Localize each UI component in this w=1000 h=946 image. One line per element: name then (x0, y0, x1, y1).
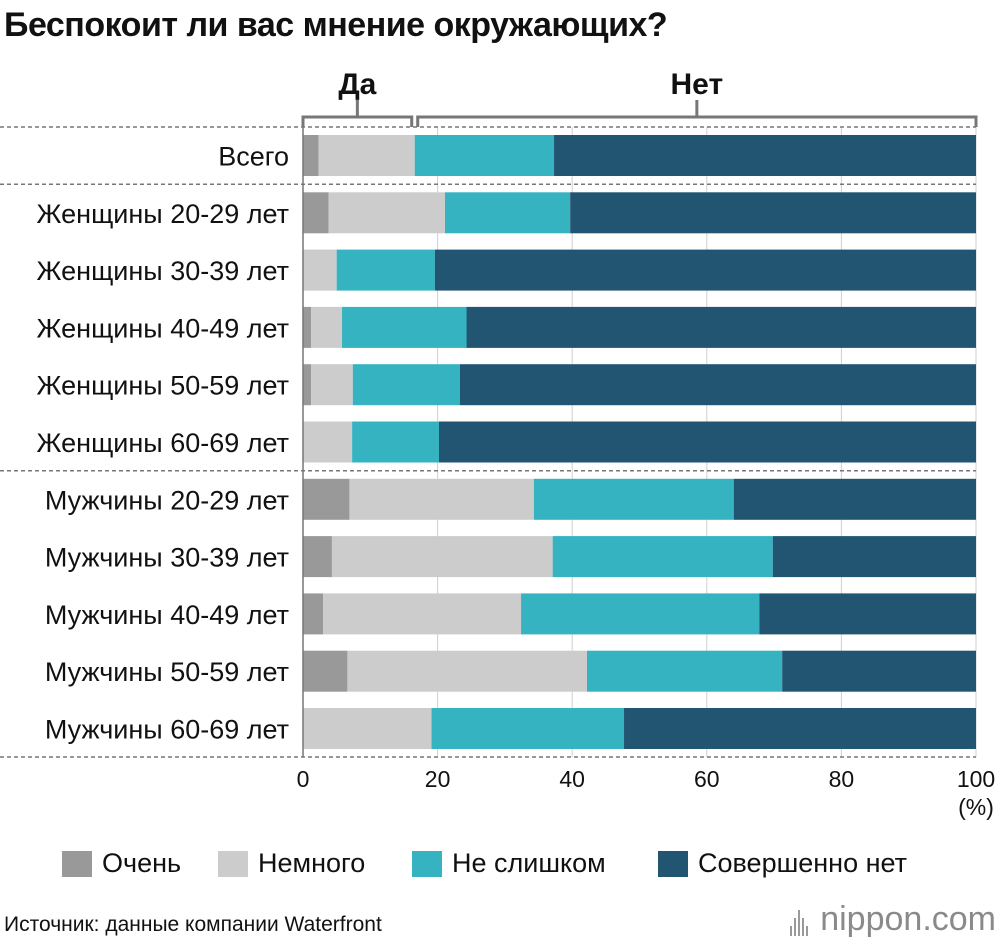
logo-name: nippon (820, 900, 923, 938)
category-label-5: Женщины 60-69 лет (37, 428, 289, 458)
bar-совершенно-нет-9 (782, 650, 976, 692)
bar-немного-8 (323, 593, 522, 635)
x-unit-label: (%) (958, 794, 994, 820)
legend-label-nemnogo: Немного (258, 848, 366, 878)
legend-label-sovershenno-net: Совершенно нет (698, 848, 907, 878)
legend-item-ochen: Очень (62, 848, 181, 879)
x-tick-label-80: 80 (829, 766, 855, 792)
legend-swatch-ne-slishkom (412, 850, 442, 877)
bar-совершенно-нет-0 (554, 135, 976, 176)
bar-очень-3 (303, 306, 312, 348)
bar-не-слишком-9 (587, 650, 783, 692)
category-label-1: Женщины 20-29 лет (37, 199, 289, 229)
x-tick-label-60: 60 (694, 766, 720, 792)
category-label-0: Всего (218, 142, 289, 172)
bar-совершенно-нет-10 (624, 708, 976, 749)
bar-не-слишком-7 (552, 536, 773, 578)
bar-совершенно-нет-7 (772, 536, 976, 578)
chart-title: Беспокоит ли вас мнение окружающих? (4, 6, 668, 44)
bar-очень-1 (303, 192, 329, 234)
bar-немного-1 (328, 192, 446, 234)
stacked-bar-chart: Всего Женщины 20-29 лет Женщины 30-39 лет Ж… (0, 68, 995, 820)
category-label-7: Мужчины 30-39 лет (45, 543, 289, 573)
bar-немного-2 (303, 249, 337, 291)
category-label-8: Мужчины 40-49 лет (45, 600, 289, 630)
bar-не-слишком-8 (521, 593, 760, 635)
legend-swatch-nemnogo (218, 850, 248, 877)
bar-очень-4 (303, 364, 312, 406)
bar-не-слишком-5 (352, 421, 439, 463)
legend-item-sovershenno-net: Совершенно нет (658, 848, 907, 879)
bar-совершенно-нет-8 (759, 593, 976, 635)
category-label-6: Мужчины 20-29 лет (45, 485, 289, 515)
legend-label-ochen: Очень (102, 848, 182, 878)
bar-совершенно-нет-3 (466, 306, 976, 348)
group-label-0: Да (338, 68, 376, 101)
bar-немного-10 (303, 708, 432, 749)
legend-label-ne-slishkom: Не слишком (452, 848, 606, 878)
category-label-2: Женщины 30-39 лет (37, 256, 289, 286)
bar-очень-6 (303, 478, 350, 520)
group-label-1: Нет (671, 68, 724, 101)
bar-немного-5 (303, 421, 353, 463)
legend-item-nemnogo: Немного (218, 848, 365, 879)
bar-совершенно-нет-2 (434, 249, 977, 291)
legend-swatch-ochen (62, 850, 92, 877)
category-label-9: Мужчины 50-59 лет (45, 657, 289, 687)
category-label-3: Женщины 40-49 лет (37, 313, 289, 343)
x-tick-label-100: 100 (957, 766, 995, 792)
bar-очень-9 (303, 650, 348, 692)
group-bracket-1 (416, 115, 978, 127)
legend-item-ne-slishkom: Не слишком (412, 848, 606, 879)
group-bracket-0 (301, 115, 414, 127)
bar-совершенно-нет-4 (459, 364, 977, 406)
bar-очень-8 (303, 593, 324, 635)
x-tick-label-0: 0 (297, 766, 310, 792)
bar-немного-0 (318, 135, 415, 176)
nippon-logo: nippon .com (790, 900, 996, 939)
legend-swatch-sovershenno-net (658, 850, 688, 877)
bar-немного-3 (311, 306, 343, 348)
x-tick-label-40: 40 (559, 766, 585, 792)
bar-совершенно-нет-6 (733, 478, 976, 520)
bar-немного-7 (331, 536, 553, 578)
bar-не-слишком-10 (431, 708, 625, 749)
bar-очень-7 (303, 536, 332, 578)
bar-не-слишком-1 (445, 192, 571, 234)
bar-не-слишком-6 (533, 478, 734, 520)
bar-немного-6 (349, 478, 534, 520)
bar-немного-9 (347, 650, 588, 692)
legend: Очень Немного Не слишком Совершенно нет (0, 848, 1000, 888)
bar-не-слишком-3 (342, 306, 467, 348)
logo-suffix: .com (922, 900, 996, 938)
source-note: Источник: данные компании Waterfront (4, 913, 382, 936)
category-label-10: Мужчины 60-69 лет (45, 715, 289, 745)
x-tick-label-20: 20 (425, 766, 451, 792)
bar-не-слишком-0 (414, 135, 555, 176)
bar-не-слишком-4 (352, 364, 460, 406)
bar-очень-0 (303, 135, 319, 176)
bar-совершенно-нет-5 (438, 421, 976, 463)
bar-совершенно-нет-1 (570, 192, 976, 234)
category-label-4: Женщины 50-59 лет (37, 371, 289, 401)
logo-mark-icon (790, 904, 812, 936)
bar-немного-4 (311, 364, 353, 406)
bar-не-слишком-2 (336, 249, 435, 291)
